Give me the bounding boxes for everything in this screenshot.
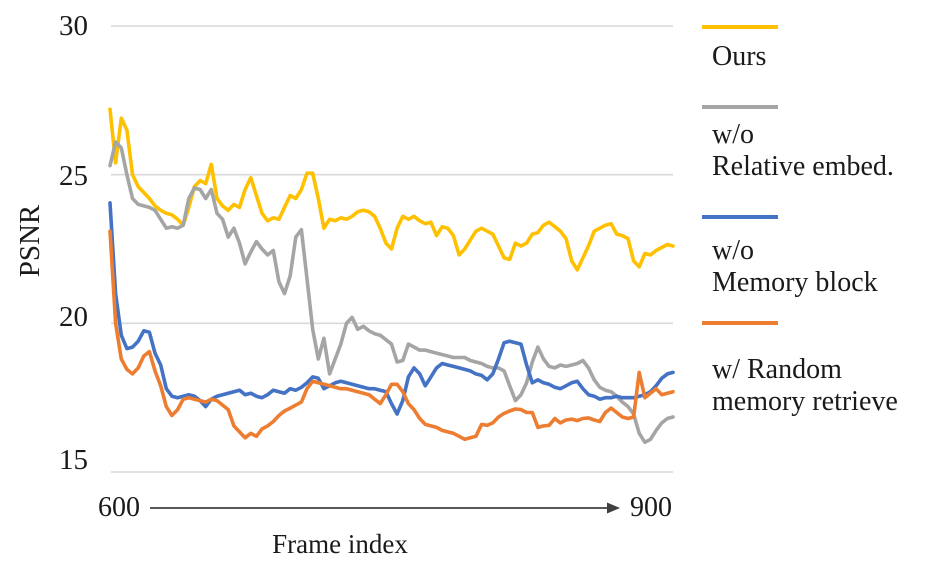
- series-line-2: [108, 201, 675, 416]
- y-tick-30: 30: [59, 10, 88, 42]
- gridlines: [111, 25, 673, 473]
- legend-label-ours: Ours: [712, 41, 927, 73]
- legend-label-line: memory retrieve: [712, 386, 898, 417]
- legend-label-line: w/ Random: [712, 354, 842, 385]
- series-line-1: [108, 140, 675, 445]
- legend-label-random-memory-retrieve: w/ Random memory retrieve: [712, 354, 927, 418]
- y-tick-20: 20: [59, 301, 88, 333]
- series-lines: [108, 107, 675, 445]
- legend-label-line: Ours: [712, 41, 767, 72]
- x-axis-arrow: [150, 502, 620, 514]
- legend-label-line: Relative embed.: [712, 151, 894, 182]
- y-tick-15: 15: [59, 444, 88, 476]
- legend-label-wo-memory-block: w/o Memory block: [712, 235, 927, 299]
- x-tick-start: 600: [98, 492, 140, 523]
- y-tick-25: 25: [59, 160, 88, 192]
- legend-label-wo-relative-embed: w/o Relative embed.: [712, 119, 927, 183]
- legend-swatch-ours: [702, 25, 778, 29]
- series-line-3: [108, 229, 675, 442]
- legend-label-line: Memory block: [712, 267, 878, 298]
- x-axis-arrowhead-icon: [607, 502, 620, 514]
- legend-swatch-wo-memory-block: [702, 215, 778, 219]
- legend-swatch-random-memory-retrieve: [702, 321, 778, 325]
- y-axis-title: PSNR: [14, 204, 46, 278]
- series-line-0: [108, 107, 675, 272]
- x-axis-title: Frame index: [272, 529, 408, 559]
- legend-label-line: w/o: [712, 235, 754, 266]
- legend-label-line: w/o: [712, 119, 754, 150]
- legend-swatch-wo-relative-embed: [702, 105, 778, 109]
- x-tick-end: 900: [630, 492, 672, 523]
